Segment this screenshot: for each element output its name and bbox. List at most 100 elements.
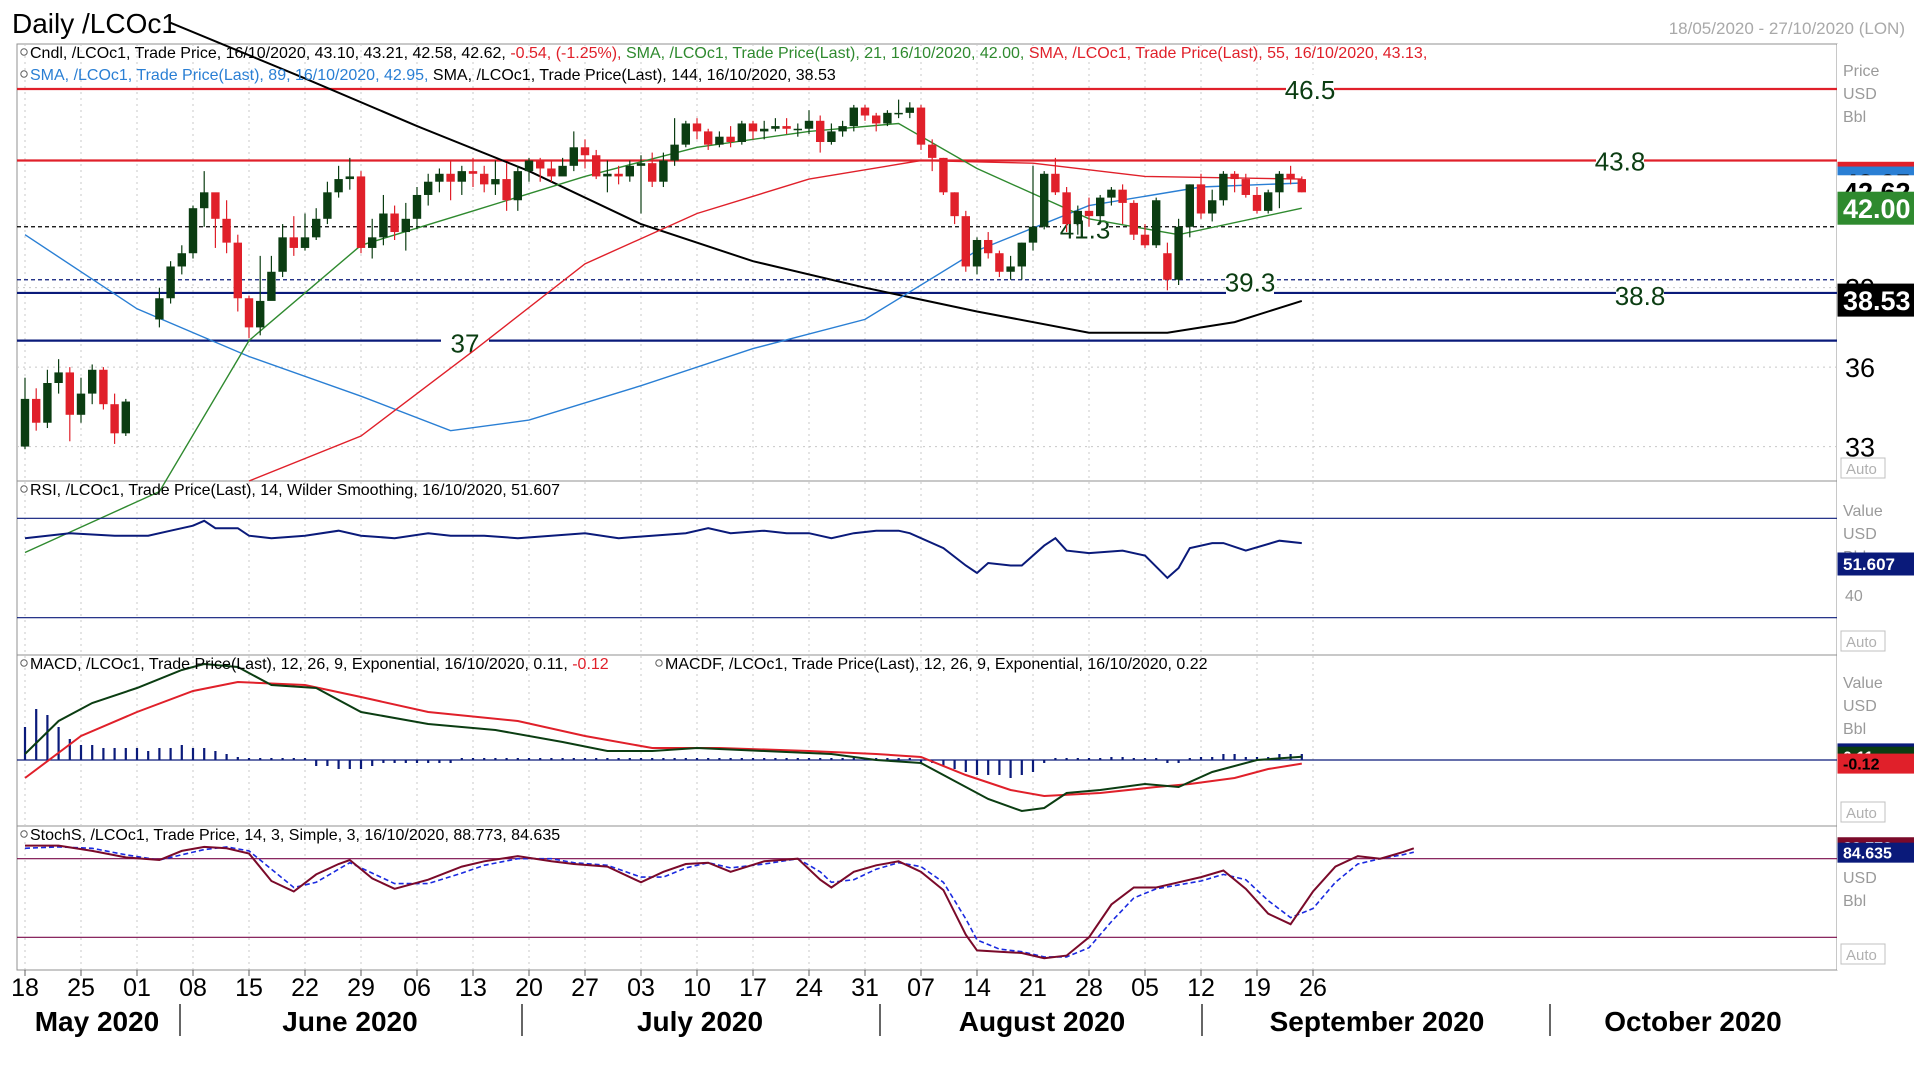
candle-up bbox=[312, 218, 321, 238]
candle-up bbox=[412, 194, 422, 219]
rsi-badge-bg bbox=[1837, 552, 1914, 576]
legend-segment: SMA, /LCOc1, Trade Price(Last), 89, 16/1… bbox=[30, 67, 433, 84]
candle-up bbox=[88, 369, 97, 394]
day-tick-label: 07 bbox=[907, 974, 935, 1002]
candle-up bbox=[715, 136, 724, 145]
candle-down bbox=[692, 123, 702, 132]
macd-legend: MACD, /LCOc1, Trade Price(Last), 12, 26,… bbox=[30, 656, 609, 673]
candle-up bbox=[737, 123, 746, 142]
candle-down bbox=[748, 123, 758, 132]
candle-up bbox=[636, 163, 646, 166]
candle-up bbox=[1107, 189, 1116, 198]
candle-up bbox=[368, 237, 377, 248]
level-label: 38.8 bbox=[1615, 281, 1666, 311]
date-range: 18/05/2020 - 27/10/2020 (LON) bbox=[1669, 19, 1905, 38]
price-axis-title: Bbl bbox=[1843, 109, 1866, 126]
candle-down bbox=[1163, 253, 1172, 280]
legend-marker bbox=[20, 70, 28, 78]
price-tick-label: 36 bbox=[1845, 353, 1875, 383]
month-label: June 2020 bbox=[282, 1006, 417, 1037]
candle-up bbox=[1028, 226, 1038, 243]
time-axis: 18 25 01 08 15 22 29 06 13 20 27 03 10 17 24 31 07 14 21 28… bbox=[11, 969, 1837, 1037]
candle-down bbox=[211, 192, 220, 219]
gridlines bbox=[17, 44, 1837, 970]
stoch-axis-title: Bbl bbox=[1843, 893, 1866, 910]
auto-scale-label: Auto bbox=[1846, 634, 1877, 651]
candle-up bbox=[849, 107, 858, 127]
candle-up bbox=[681, 123, 690, 145]
candles bbox=[20, 99, 1306, 450]
auto-scale-button bbox=[1840, 457, 1886, 479]
candle-up bbox=[54, 372, 63, 384]
auto-scale-button bbox=[1840, 943, 1886, 965]
candle-up bbox=[1208, 200, 1217, 214]
value-badges: 43.1342.9542.6242.0038.5351.6070.220.11-… bbox=[1837, 161, 1914, 863]
candle-down bbox=[726, 136, 735, 142]
candle-down bbox=[939, 157, 948, 193]
candle-down bbox=[1286, 173, 1295, 180]
candle-up bbox=[569, 147, 578, 166]
candle-up bbox=[278, 237, 287, 272]
macd-badge: -0.12 bbox=[1843, 756, 1880, 773]
day-tick-label: 01 bbox=[123, 974, 151, 1002]
candle-down bbox=[1297, 179, 1306, 193]
candle-down bbox=[233, 242, 242, 299]
candle-up bbox=[1017, 242, 1026, 267]
sma55-line bbox=[248, 159, 1302, 482]
legend-segment: SMA, /LCOc1, Trade Price(Last), 144, 16/… bbox=[433, 67, 836, 84]
legend-segment: MACD, /LCOc1, Trade Price(Last), 12, 26,… bbox=[30, 656, 572, 673]
candle-down bbox=[1241, 179, 1250, 195]
auto-scale-label: Auto bbox=[1846, 805, 1877, 822]
candle-down bbox=[1196, 184, 1206, 214]
candle-up bbox=[804, 120, 814, 129]
day-tick-label: 14 bbox=[963, 974, 991, 1002]
candle-up bbox=[1040, 173, 1049, 227]
candle-up bbox=[20, 398, 30, 447]
legend-segment: -0.54, (-1.25%), bbox=[510, 45, 626, 62]
candle-up bbox=[43, 383, 52, 423]
day-tick-label: 28 bbox=[1075, 974, 1103, 1002]
price-tick-label: 33 bbox=[1845, 433, 1875, 463]
day-tick-label: 21 bbox=[1019, 974, 1047, 1002]
price-legend-line-1: Cndl, /LCOc1, Trade Price, 16/10/2020, 4… bbox=[30, 45, 1427, 62]
day-tick-label: 13 bbox=[459, 974, 487, 1002]
day-tick-label: 20 bbox=[515, 974, 543, 1002]
candle-down bbox=[222, 218, 231, 243]
day-tick-label: 10 bbox=[683, 974, 711, 1002]
legend-marker bbox=[20, 659, 28, 667]
candle-up bbox=[793, 128, 802, 131]
candle-up bbox=[256, 300, 265, 328]
auto-scale-label: Auto bbox=[1846, 947, 1877, 964]
candle-up bbox=[166, 266, 175, 299]
rsi-axis-title: USD bbox=[1843, 526, 1877, 543]
level-label-bg bbox=[1286, 75, 1334, 104]
rsi-tick-label: 40 bbox=[1845, 588, 1863, 605]
level-label-bg bbox=[1226, 267, 1274, 296]
macd-plot bbox=[17, 662, 1837, 813]
candle-up bbox=[1096, 197, 1105, 217]
candle-up bbox=[76, 393, 86, 415]
candle-up bbox=[670, 144, 679, 161]
sma144-line bbox=[170, 21, 1303, 334]
candle-down bbox=[110, 404, 119, 434]
candle-up bbox=[379, 213, 388, 238]
auto-scale-label: Auto bbox=[1846, 461, 1877, 478]
candle-up bbox=[1275, 173, 1284, 193]
candle-up bbox=[659, 160, 668, 182]
candle-up bbox=[1185, 184, 1194, 227]
candle-up bbox=[491, 179, 500, 185]
price-badge-bg bbox=[1837, 191, 1914, 225]
price-badge: 38.53 bbox=[1843, 286, 1911, 316]
month-label: May 2020 bbox=[35, 1006, 160, 1037]
legend-segment: SMA, /LCOc1, Trade Price(Last), 55, 16/1… bbox=[1029, 45, 1427, 62]
price-axis-title: USD bbox=[1843, 86, 1877, 103]
day-tick-label: 17 bbox=[739, 974, 767, 1002]
candle-down bbox=[1084, 210, 1094, 217]
candle-up bbox=[200, 192, 209, 209]
candle-down bbox=[580, 147, 590, 156]
candle-up bbox=[1152, 200, 1161, 246]
candle-down bbox=[547, 168, 556, 177]
price-badge-bg bbox=[1837, 283, 1914, 317]
